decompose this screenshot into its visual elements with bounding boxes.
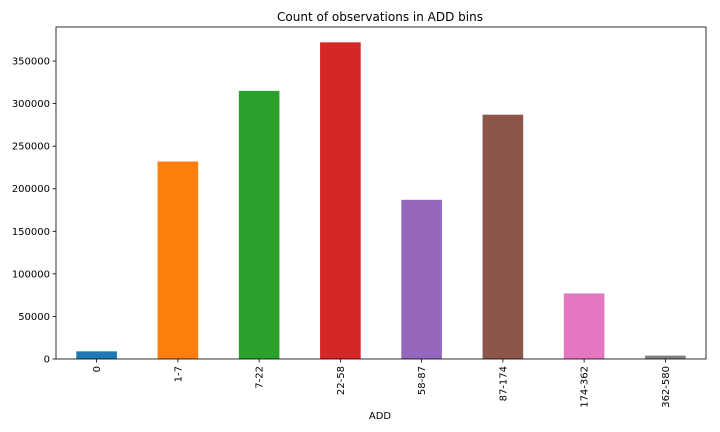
bar-7-22	[238, 90, 280, 359]
chart-title: Count of observations in ADD bins	[277, 10, 483, 24]
y-tick-label: 50000	[18, 312, 50, 323]
bar-174-362	[563, 293, 605, 359]
y-tick-label: 200000	[12, 184, 50, 195]
x-tick-label: 1-7	[173, 366, 184, 382]
y-tick-label: 250000	[12, 142, 50, 153]
x-tick-label: 7-22	[255, 366, 266, 389]
x-tick-label: 0	[92, 366, 103, 372]
y-tick-label: 100000	[12, 269, 50, 280]
x-tick-label: 362-580	[661, 366, 672, 408]
x-axis: 0 1-7 7-22 22-58 58-87 87-174 174-362 362-580	[92, 359, 672, 408]
x-tick-label: 87-174	[498, 366, 509, 401]
plot-frame	[55, 26, 707, 360]
bar-87-174	[482, 114, 524, 359]
bar-22-58	[320, 42, 361, 359]
bar-58-87	[401, 199, 442, 359]
y-axis: 0 50000 100000 150000 200000 250000 300000 3500…	[12, 57, 56, 366]
x-tick-label: 58-87	[417, 366, 428, 395]
x-axis-label: ADD	[369, 411, 392, 422]
bar-362-580	[645, 355, 686, 359]
y-tick-label: 300000	[12, 99, 50, 110]
y-tick-label: 0	[44, 355, 50, 366]
x-tick-label: 22-58	[336, 366, 347, 395]
x-tick-label: 174-362	[580, 366, 591, 408]
y-tick-label: 350000	[12, 57, 50, 68]
bar-1-7	[157, 161, 199, 359]
bar-0	[76, 351, 117, 359]
bars-group	[76, 42, 686, 359]
y-tick-label: 150000	[12, 227, 50, 238]
